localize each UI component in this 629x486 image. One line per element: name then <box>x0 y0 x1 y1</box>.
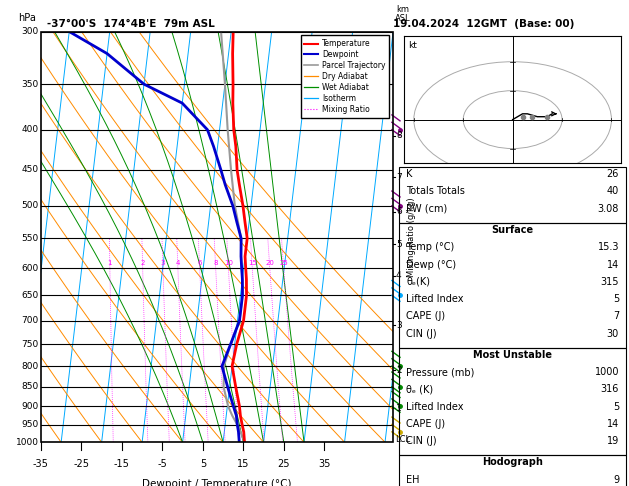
Legend: Temperature, Dewpoint, Parcel Trajectory, Dry Adiabat, Wet Adiabat, Isotherm, Mi: Temperature, Dewpoint, Parcel Trajectory… <box>301 35 389 118</box>
Text: 14: 14 <box>607 260 619 270</box>
Text: CAPE (J): CAPE (J) <box>406 419 445 429</box>
Text: 25: 25 <box>277 459 290 469</box>
Text: 550: 550 <box>21 234 39 243</box>
Text: 750: 750 <box>21 340 39 348</box>
Text: Most Unstable: Most Unstable <box>473 350 552 360</box>
Text: 26: 26 <box>607 169 619 179</box>
Text: 1: 1 <box>108 260 112 266</box>
Text: θₑ (K): θₑ (K) <box>406 384 433 394</box>
Text: PW (cm): PW (cm) <box>406 204 447 214</box>
Text: -35: -35 <box>33 459 49 469</box>
Text: 19: 19 <box>607 436 619 446</box>
Text: 350: 350 <box>21 80 39 88</box>
Text: 3: 3 <box>396 321 402 330</box>
Text: 300: 300 <box>21 27 39 36</box>
Text: 850: 850 <box>21 382 39 391</box>
Text: 25: 25 <box>279 260 288 266</box>
Text: K: K <box>406 169 413 179</box>
Text: 3: 3 <box>160 260 165 266</box>
Text: 5: 5 <box>613 294 619 304</box>
Text: Dewpoint / Temperature (°C): Dewpoint / Temperature (°C) <box>142 479 292 486</box>
Text: 9: 9 <box>613 475 619 485</box>
Text: 5: 5 <box>613 401 619 412</box>
Text: 500: 500 <box>21 201 39 210</box>
Text: LCL: LCL <box>395 435 410 444</box>
Text: CIN (J): CIN (J) <box>406 436 437 446</box>
Text: Mixing Ratio (g/kg): Mixing Ratio (g/kg) <box>407 197 416 277</box>
Text: 5: 5 <box>200 459 206 469</box>
Text: 450: 450 <box>22 165 39 174</box>
Text: 35: 35 <box>318 459 330 469</box>
Text: 2: 2 <box>396 366 401 375</box>
Text: 600: 600 <box>21 263 39 273</box>
Text: 7: 7 <box>396 173 402 182</box>
Text: Temp (°C): Temp (°C) <box>406 242 455 252</box>
Text: 10: 10 <box>224 260 233 266</box>
Text: 1: 1 <box>396 404 402 413</box>
Text: 15: 15 <box>248 260 257 266</box>
Text: 400: 400 <box>22 125 39 134</box>
Text: 8: 8 <box>396 131 402 140</box>
Text: 20: 20 <box>265 260 274 266</box>
Text: 3.08: 3.08 <box>598 204 619 214</box>
Text: 800: 800 <box>21 362 39 371</box>
Text: Hodograph: Hodograph <box>482 457 543 468</box>
Text: 14: 14 <box>607 419 619 429</box>
Text: 1000: 1000 <box>16 438 39 447</box>
Text: hPa: hPa <box>18 14 36 23</box>
Text: 2: 2 <box>140 260 145 266</box>
Text: 40: 40 <box>607 187 619 196</box>
Text: -15: -15 <box>114 459 130 469</box>
Text: EH: EH <box>406 475 420 485</box>
Text: 8: 8 <box>213 260 218 266</box>
Text: -37°00'S  174°4B'E  79m ASL: -37°00'S 174°4B'E 79m ASL <box>47 19 215 29</box>
Text: km
ASL: km ASL <box>396 5 411 23</box>
Text: 4: 4 <box>175 260 180 266</box>
Text: 315: 315 <box>601 277 619 287</box>
Text: 15.3: 15.3 <box>598 242 619 252</box>
Text: CIN (J): CIN (J) <box>406 329 437 339</box>
Text: Totals Totals: Totals Totals <box>406 187 465 196</box>
Text: -5: -5 <box>157 459 167 469</box>
Text: 1000: 1000 <box>594 367 619 377</box>
Text: 700: 700 <box>21 316 39 325</box>
Text: 6: 6 <box>396 208 402 216</box>
Text: 15: 15 <box>237 459 250 469</box>
Text: 650: 650 <box>21 291 39 300</box>
Text: -25: -25 <box>74 459 89 469</box>
Text: Surface: Surface <box>492 225 533 235</box>
Text: θₑ(K): θₑ(K) <box>406 277 430 287</box>
Text: 19.04.2024  12GMT  (Base: 00): 19.04.2024 12GMT (Base: 00) <box>393 19 574 29</box>
Text: 30: 30 <box>607 329 619 339</box>
Text: 6: 6 <box>198 260 202 266</box>
Text: 950: 950 <box>21 420 39 429</box>
Text: 5: 5 <box>396 240 402 249</box>
Text: Pressure (mb): Pressure (mb) <box>406 367 475 377</box>
Text: 7: 7 <box>613 311 619 321</box>
Text: Lifted Index: Lifted Index <box>406 401 464 412</box>
Text: CAPE (J): CAPE (J) <box>406 311 445 321</box>
Text: 316: 316 <box>601 384 619 394</box>
Text: Lifted Index: Lifted Index <box>406 294 464 304</box>
Text: 4: 4 <box>396 271 401 280</box>
Text: 900: 900 <box>21 402 39 411</box>
Text: Dewp (°C): Dewp (°C) <box>406 260 456 270</box>
